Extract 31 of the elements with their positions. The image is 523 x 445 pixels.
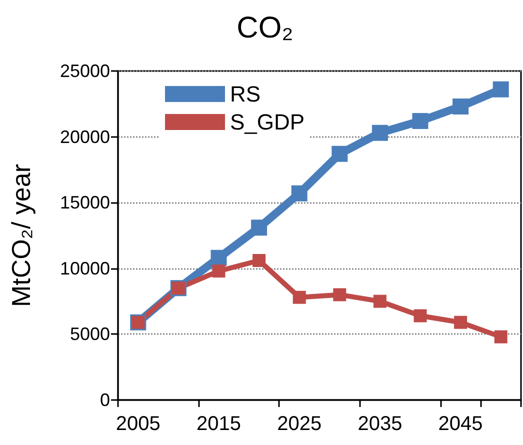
y-tick-label: 20000	[60, 126, 110, 147]
legend-label: S_GDP	[230, 110, 305, 134]
x-tick-label: 2005	[116, 413, 160, 435]
point	[492, 81, 509, 98]
x-tick-label: 2045	[438, 413, 483, 435]
point	[452, 98, 469, 115]
point	[373, 294, 386, 308]
point	[252, 254, 266, 268]
point	[372, 124, 388, 141]
point	[292, 290, 306, 304]
y-tick-label: 5000	[70, 324, 110, 344]
x-tick-label: 2015	[196, 413, 241, 435]
point	[494, 330, 508, 344]
point	[210, 250, 227, 266]
point	[412, 113, 428, 130]
y-tick-label: 10000	[60, 258, 110, 278]
y-tick-label: 0	[100, 390, 110, 410]
point	[454, 316, 468, 329]
point	[251, 220, 268, 236]
point	[414, 309, 427, 322]
point	[212, 264, 226, 278]
legend-label: RS	[230, 82, 261, 106]
y-tick-label: 15000	[60, 192, 110, 213]
point	[332, 146, 348, 162]
chart-title: CO₂	[236, 12, 294, 44]
x-tick-label: 2035	[358, 413, 402, 435]
point	[333, 288, 346, 302]
y-tick-label: 25000	[60, 61, 110, 81]
point	[291, 185, 308, 202]
y-axis-title: MtCO₂/ year	[6, 164, 36, 307]
x-tick-label: 2025	[277, 413, 322, 435]
